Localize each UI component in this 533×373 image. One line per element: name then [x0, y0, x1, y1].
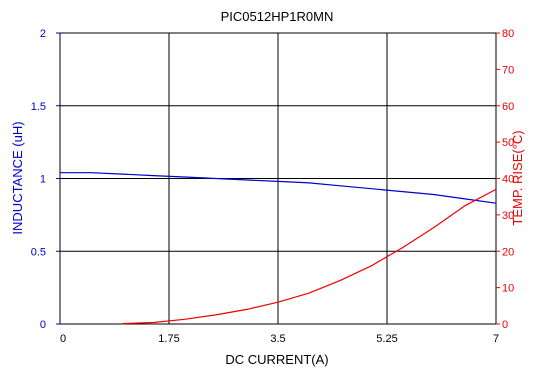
- inductance-line: [60, 172, 497, 204]
- series-layer: [60, 172, 497, 325]
- x-tick-label: 7: [493, 333, 499, 345]
- y-right-tick-label: 70: [502, 64, 514, 76]
- y-left-ticks: 0 0.5 1 1.5 2: [31, 28, 60, 331]
- x-tick-label: 3.5: [270, 333, 285, 345]
- y-left-tick-label: 1.5: [31, 101, 46, 113]
- y-right-tick-label: 50: [502, 137, 514, 149]
- y-right-tick-label: 80: [502, 28, 514, 40]
- y-right-tick-label: 10: [502, 283, 514, 295]
- y-left-tick-label: 2: [40, 28, 46, 40]
- y-right-tick-label: 60: [502, 101, 514, 113]
- y-right-axis-label: TEMP. RISE(°C): [510, 130, 525, 225]
- y-left-tick-label: 1: [40, 174, 46, 186]
- x-tick-label: 1.75: [158, 333, 179, 345]
- x-axis-label: DC CURRENT(A): [225, 352, 328, 367]
- chart-title: PIC0512HP1R0MN: [221, 9, 334, 24]
- y-right-ticks: 0 10 20 30 40 50 60 70 80: [496, 28, 514, 331]
- y-right-tick-label: 40: [502, 174, 514, 186]
- x-tick-label: 0: [60, 333, 66, 345]
- y-right-tick-label: 20: [502, 246, 514, 258]
- y-right-tick-label: 30: [502, 210, 514, 222]
- y-left-axis-label: INDUCTANCE (uH): [10, 121, 25, 234]
- grid: [60, 33, 496, 324]
- temp-rise-line: [122, 188, 497, 325]
- x-ticks: 0 1.75 3.5 5.25 7: [60, 333, 499, 345]
- y-right-tick-label: 0: [502, 319, 508, 331]
- y-left-tick-label: 0: [40, 319, 46, 331]
- y-left-tick-label: 0.5: [31, 246, 46, 258]
- x-tick-label: 5.25: [376, 333, 397, 345]
